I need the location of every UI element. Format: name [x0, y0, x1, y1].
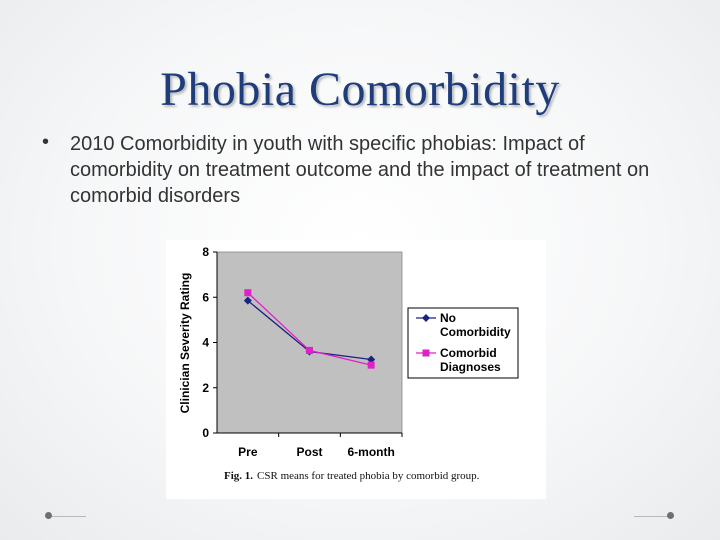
y-tick-label: 0 — [202, 426, 209, 440]
footer-rule-right — [634, 516, 668, 517]
bullet-text: 2010 Comorbidity in youth with specific … — [70, 133, 650, 207]
series-layer — [243, 289, 376, 369]
plot-area — [216, 251, 403, 434]
footer-dot-left — [45, 512, 52, 519]
x-tick-label: Post — [296, 445, 322, 459]
figure-caption-label: Fig. 1. — [224, 470, 254, 482]
figure-caption-text: CSR means for treated phobia by comorbid… — [257, 470, 480, 482]
footer-rule-left — [52, 516, 86, 517]
bullet-item: • 2010 Comorbidity in youth with specifi… — [40, 131, 680, 209]
chart-figure: 0 2 4 6 8 Pre Post 6-month Clinician Severity … — [166, 240, 546, 499]
legend-label: Comorbidity — [440, 325, 511, 339]
legend-label: Comorbid — [440, 346, 497, 360]
data-point — [306, 346, 313, 354]
x-axis: Pre Post 6-month — [217, 432, 403, 459]
data-point — [367, 361, 375, 369]
data-point — [244, 289, 252, 297]
bullet-symbol: • — [42, 131, 50, 153]
legend-swatch-marker — [422, 314, 430, 322]
series-comorbid-diagnoses — [244, 289, 375, 369]
legend-label: Diagnoses — [440, 360, 501, 374]
legend-swatch-marker — [422, 349, 430, 357]
y-tick-label: 4 — [202, 336, 209, 350]
line-chart: 0 2 4 6 8 Pre Post 6-month Clinician Severity … — [178, 245, 519, 459]
x-tick-label: Pre — [238, 445, 258, 459]
data-point — [243, 296, 252, 305]
legend-label: No — [440, 311, 456, 325]
y-tick-label: 8 — [202, 245, 209, 259]
y-tick-label: 6 — [202, 290, 209, 304]
y-axis-label: Clinician Severity Rating — [178, 273, 192, 414]
figure-caption: Fig. 1. CSR means for treated phobia by c… — [224, 470, 479, 482]
slide-title: Phobia Comorbidity — [160, 63, 560, 116]
y-axis: 0 2 4 6 8 — [202, 245, 218, 440]
y-tick-label: 2 — [202, 381, 209, 395]
footer-dot-right — [667, 512, 674, 519]
data-point — [367, 355, 376, 364]
x-tick-label: 6-month — [348, 445, 395, 459]
